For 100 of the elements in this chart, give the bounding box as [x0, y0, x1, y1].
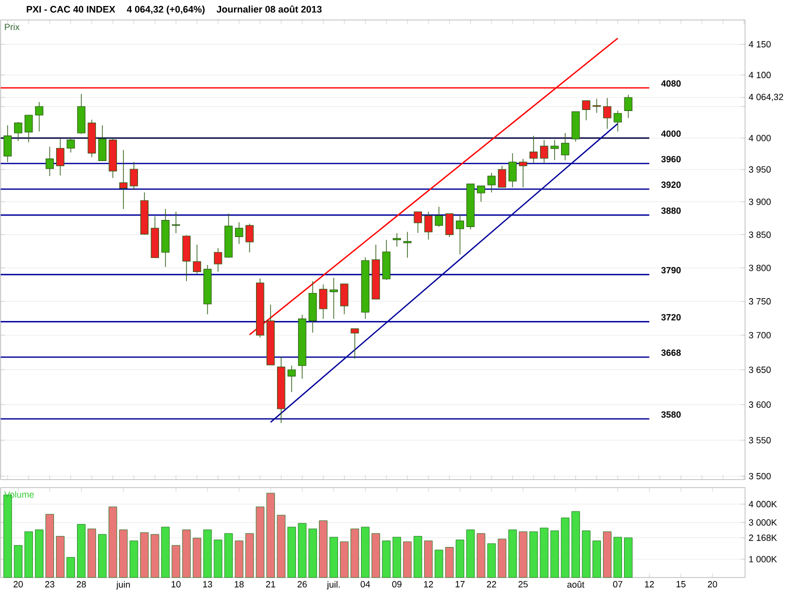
bar — [382, 540, 391, 578]
bar — [266, 493, 275, 578]
ref-line-label: 3880 — [661, 208, 681, 214]
bar — [308, 528, 317, 578]
bar — [414, 536, 422, 578]
y-tick-label: 3 550 — [748, 437, 771, 444]
candlestick — [487, 172, 496, 193]
bar — [108, 506, 118, 578]
bar — [45, 514, 54, 578]
bar — [550, 530, 559, 578]
ref-line-label: 4000 — [661, 130, 681, 138]
ref-line-label: 3720 — [661, 314, 681, 321]
bar — [330, 537, 338, 578]
y-tick-label: 4 100 — [748, 72, 771, 78]
x-tick-label: 20 — [14, 581, 23, 588]
candlestick — [592, 98, 601, 114]
bar — [529, 532, 538, 578]
bar — [582, 530, 590, 578]
x-tick-label: 18 — [234, 581, 244, 588]
y-tick-label: 4 000 — [748, 135, 771, 142]
x-tick-label: 21 — [266, 581, 276, 588]
x-tick-label: juin — [116, 581, 130, 590]
bar — [392, 537, 402, 578]
y-tick-label: 3 600 — [748, 402, 771, 408]
candlestick — [508, 153, 517, 188]
bar — [34, 530, 44, 578]
x-tick-label: 07 — [613, 581, 622, 588]
chart-title: PXI - CAC 40 INDEX — [26, 6, 116, 13]
ref-line-label: 3580 — [661, 412, 681, 418]
x-tick-label: 09 — [392, 581, 402, 588]
y-tick-label: 3 650 — [748, 366, 771, 374]
candlestick — [445, 214, 454, 238]
bar — [140, 532, 149, 578]
candlestick — [550, 140, 559, 161]
y-tick-label: 3 850 — [748, 232, 771, 238]
candlestick — [119, 150, 128, 210]
y-tick-label: 3 900 — [748, 198, 771, 206]
bar — [518, 532, 528, 578]
candlestick — [319, 284, 328, 320]
ref-line-label: 4080 — [661, 80, 681, 87]
y-tick-label: 3 800 — [748, 264, 771, 272]
x-tick-label: 13 — [203, 581, 212, 588]
x-tick-label: 22 — [486, 581, 496, 588]
candlestick — [98, 125, 106, 162]
x-tick-label: 25 — [518, 581, 528, 588]
candlestick — [624, 94, 632, 119]
candlestick — [614, 110, 622, 132]
candlestick — [66, 138, 75, 154]
x-tick-label: 28 — [76, 581, 86, 588]
y-tick-label: 4 064,32 — [748, 94, 784, 102]
bar — [245, 533, 254, 578]
candlestick — [288, 366, 296, 393]
text: Journalier 08 août 2013 — [216, 6, 322, 13]
bar — [403, 542, 412, 578]
candlestick — [35, 102, 44, 132]
chart-subtitle: 4 064,32 (+0,64%) — [126, 6, 205, 15]
y-tick-label: 3 750 — [748, 298, 771, 305]
x-tick-label: août — [567, 581, 584, 588]
candlestick — [234, 222, 244, 244]
bar — [150, 534, 160, 578]
candlestick — [14, 122, 22, 142]
bar — [298, 523, 306, 578]
ref-line-label: 3790 — [661, 267, 681, 274]
candlestick — [456, 214, 464, 256]
bar — [130, 540, 138, 578]
candlestick — [330, 278, 338, 320]
candlestick — [46, 146, 54, 177]
candlestick — [476, 186, 486, 202]
candlestick — [350, 328, 359, 360]
bar — [624, 538, 633, 578]
y-tick-label: 3 500 — [748, 473, 771, 480]
candlestick — [519, 158, 528, 188]
x-tick-label: 12 — [424, 581, 433, 588]
bar — [571, 511, 580, 578]
bar — [256, 506, 264, 578]
candlestick — [56, 138, 64, 176]
x-tick-label: 17 — [456, 581, 465, 588]
y-tick-label: 3 950 — [748, 166, 771, 173]
bar — [77, 524, 86, 578]
x-tick-label: 04 — [360, 581, 370, 588]
candlestick — [4, 125, 12, 163]
y-tick-label: 3 000K — [748, 520, 777, 526]
bar — [614, 537, 622, 578]
ref-line-label: 3920 — [661, 182, 681, 188]
bar — [14, 545, 22, 578]
bar — [318, 520, 328, 578]
candlestick — [424, 212, 433, 240]
y-tick-label: 1 000K — [749, 556, 777, 563]
x-tick-label: 23 — [45, 581, 54, 588]
y-tick-label: 3 700 — [748, 332, 771, 339]
x-tick-label: juil. — [326, 581, 340, 590]
bar — [340, 542, 349, 578]
candlestick — [434, 206, 444, 228]
x-tick-label: 26 — [298, 581, 307, 588]
candlestick — [214, 248, 222, 272]
bar — [592, 540, 601, 578]
y-axis-title: Prix — [4, 24, 20, 30]
candlestick — [603, 98, 612, 130]
bar — [603, 532, 612, 578]
bar — [119, 530, 128, 578]
